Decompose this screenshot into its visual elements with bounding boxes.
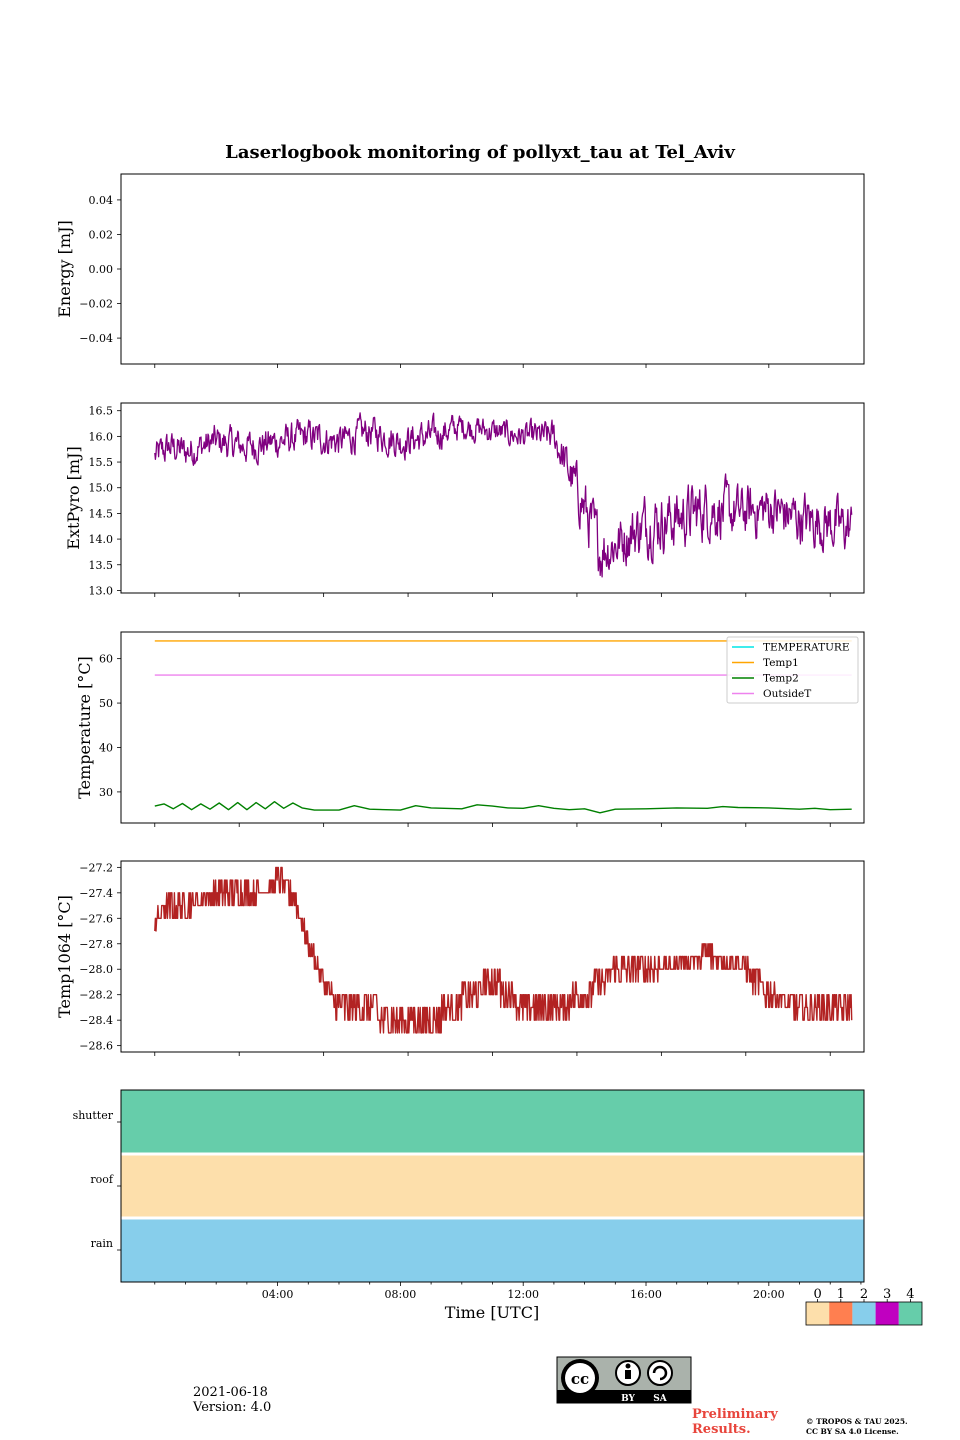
footer-version: Version: 4.0 — [193, 1400, 272, 1415]
series-line-line-0 — [154, 412, 853, 578]
y-tick-label: −27.4 — [79, 887, 113, 900]
colorbar-cell-4 — [898, 1302, 922, 1325]
y-axis-label: Temperature [°C] — [75, 656, 94, 799]
preliminary-line-1: Preliminary — [692, 1407, 778, 1422]
y-tick-label: −28.0 — [79, 963, 113, 976]
panel-frame — [120, 402, 865, 594]
y-tick-label: −0.02 — [79, 298, 113, 311]
footer-date-version: 2021-06-18 Version: 4.0 — [193, 1385, 271, 1415]
cc-by-sa-badge: cc BY SA — [556, 1356, 692, 1404]
preliminary-line-2: Results. — [692, 1422, 751, 1437]
x-tick-label: 08:00 — [385, 1288, 417, 1301]
y-axis-label: Temp1064 [°C] — [55, 895, 74, 1018]
badge-by-text: BY — [621, 1394, 635, 1404]
legend-label-temperature: TEMPERATURE — [763, 642, 850, 654]
colorbar-cell-3 — [875, 1302, 899, 1325]
x-tick-label: 12:00 — [507, 1288, 539, 1301]
y-axis-label: Energy [mJ] — [55, 220, 74, 318]
y-tick-label: 15.5 — [89, 456, 114, 469]
y-tick-label: −0.04 — [79, 332, 113, 345]
copyright-note: © TROPOS & TAU 2025. CC BY SA 4.0 Licens… — [806, 1417, 908, 1437]
y-tick-label: 15.0 — [89, 482, 114, 495]
y-tick-label: −27.2 — [79, 861, 113, 874]
series-line-temp2 — [154, 801, 852, 814]
footer-date: 2021-06-18 — [193, 1385, 268, 1400]
copyright-line-1: © TROPOS & TAU 2025. — [806, 1417, 908, 1426]
y-axis-label: ExtPyro [mJ] — [64, 446, 83, 549]
colorbar-tick-label: 1 — [837, 1287, 845, 1302]
copyright-line-2: CC BY SA 4.0 License. — [806, 1427, 899, 1436]
y-tick-label: 30 — [99, 786, 113, 799]
y-tick-label: 13.0 — [89, 584, 114, 597]
y-tick-label: 0.04 — [89, 194, 114, 207]
x-tick-label: 16:00 — [630, 1288, 662, 1301]
y-tick-label: 0.00 — [89, 263, 114, 276]
legend: TEMPERATURE Temp1 Temp2 OutsideT — [726, 636, 859, 704]
legend-box — [726, 636, 859, 704]
colorbar-tick-label: 0 — [813, 1287, 821, 1302]
y-tick-label: −28.6 — [79, 1040, 113, 1053]
legend-label-outsidet: OutsideT — [763, 688, 811, 700]
temperature-panel: 60 50 40 30 Temperature [°C] TEMPERATURE Temp1… — [75, 631, 865, 827]
x-tick-label: 04:00 — [262, 1288, 294, 1301]
y-tick-label: 50 — [99, 697, 113, 710]
share-alike-icon — [647, 1360, 673, 1386]
cc-logo-text: cc — [571, 1370, 589, 1388]
y-tick-label: 16.0 — [89, 430, 114, 443]
colorbar-cell-1 — [829, 1302, 853, 1325]
panel-frame — [120, 173, 865, 365]
y-tick-label-roof: roof — [90, 1173, 114, 1186]
legend-label-temp1: Temp1 — [763, 657, 799, 669]
series-line-line-0 — [154, 866, 853, 1034]
energy-panel: 0.04 0.02 0.00 −0.02 −0.04 Energy [mJ] — [55, 173, 865, 368]
status-band-shutter — [121, 1090, 864, 1153]
temp1064-panel: −27.2 −27.4 −27.6 −27.8 −28.0 −28.2 −28.4 −28.6… — [55, 860, 865, 1056]
colorbar-cell-2 — [852, 1302, 876, 1325]
badge-sa-text: SA — [653, 1394, 667, 1404]
y-tick-label: 0.02 — [89, 228, 114, 241]
status-band-roof — [121, 1155, 864, 1217]
colorbar-tick-label: 2 — [860, 1287, 868, 1302]
colorbar-tick-label: 4 — [906, 1287, 914, 1302]
x-axis-label: Time [UTC] — [445, 1303, 539, 1322]
colorbar-tick-label: 3 — [883, 1287, 891, 1302]
legend-label-temp2: Temp2 — [763, 673, 799, 685]
preliminary-note: Preliminary Results. — [692, 1407, 778, 1437]
extpyro-panel: 16.5 16.0 15.5 15.0 14.5 14.0 13.5 13.0 ExtPyro … — [64, 402, 865, 597]
y-tick-label: −28.4 — [79, 1014, 113, 1027]
y-tick-label: 40 — [99, 741, 113, 754]
y-tick-label: −28.2 — [79, 989, 113, 1002]
status-panel: shutter roof rain 04:00 08:00 12:00 16:00 20:00 — [73, 1089, 865, 1301]
y-tick-label: −27.6 — [79, 912, 113, 925]
y-tick-label: 16.5 — [89, 405, 114, 418]
y-tick-label-shutter: shutter — [73, 1109, 114, 1122]
y-tick-label-rain: rain — [91, 1237, 113, 1250]
x-tick-label: 20:00 — [753, 1288, 785, 1301]
chart-title: Laserlogbook monitoring of pollyxt_tau a… — [225, 142, 735, 163]
colorbar-cell-0 — [806, 1302, 830, 1325]
y-tick-label: 13.5 — [89, 559, 114, 572]
status-band-rain — [121, 1219, 864, 1282]
y-tick-label: 60 — [99, 653, 113, 666]
y-tick-label: −27.8 — [79, 938, 113, 951]
y-tick-label: 14.0 — [89, 533, 114, 546]
y-tick-label: 14.5 — [89, 507, 114, 520]
